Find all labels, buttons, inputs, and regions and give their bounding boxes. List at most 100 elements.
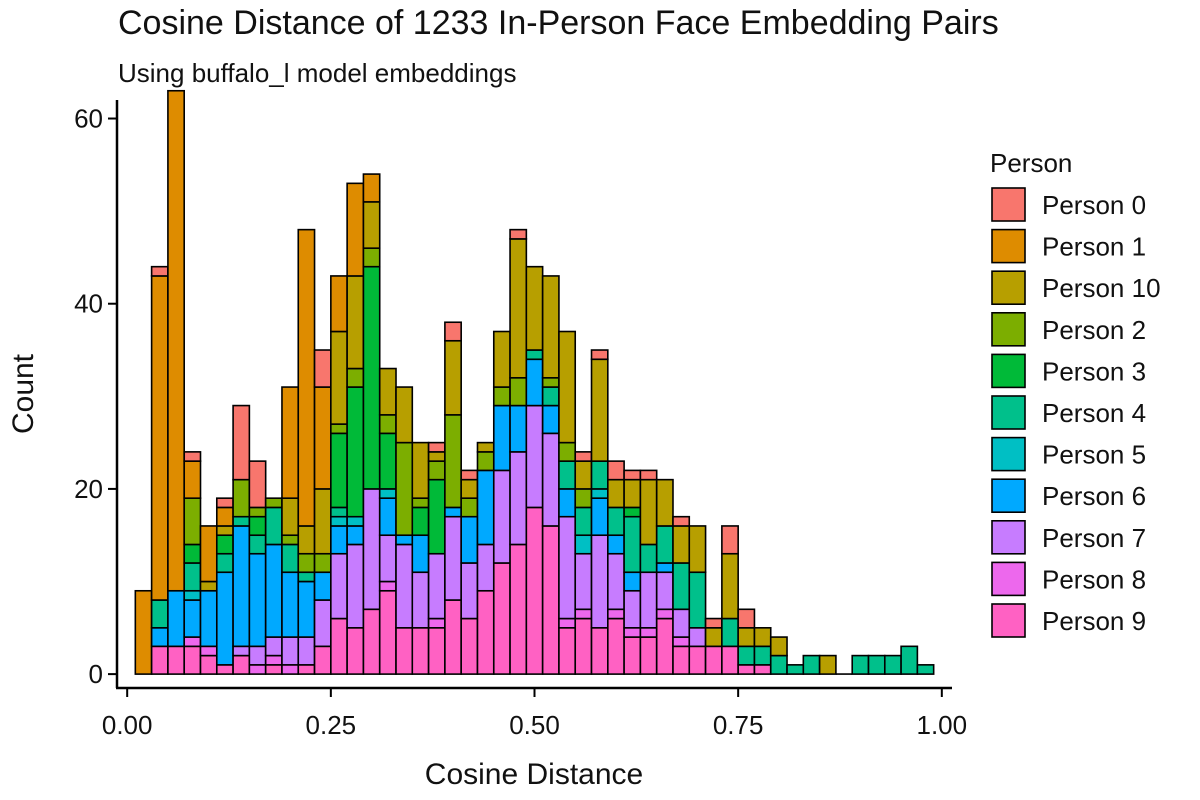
bar-segment: [607, 608, 625, 620]
bar-segment: [248, 460, 267, 509]
bar-segment: [574, 552, 593, 611]
bar-segment: [264, 497, 283, 509]
bar-segment: [330, 525, 348, 555]
bar-segment: [150, 265, 169, 277]
bar-segment: [362, 265, 381, 490]
bar-segment: [704, 617, 723, 629]
chart-title: Cosine Distance of 1233 In-Person Face E…: [118, 4, 999, 42]
y-axis-ticks: 0 20 40 60: [74, 104, 117, 689]
bar-segment: [297, 228, 316, 527]
bar-segment: [248, 534, 267, 555]
bar-segment: [330, 330, 348, 425]
x-tick-label: 0.75: [713, 710, 764, 740]
bar-segment: [264, 506, 283, 546]
bar-segment: [248, 664, 267, 675]
x-tick-label: 1.00: [917, 710, 968, 740]
bar-segment: [444, 339, 462, 416]
bar-segment: [607, 534, 625, 555]
legend-label: Person 10: [1042, 273, 1161, 303]
bar-segment: [183, 589, 202, 601]
bar-segment: [330, 617, 348, 675]
bar-segment: [590, 358, 609, 462]
bar-segment: [297, 664, 316, 675]
bar-segment: [264, 664, 283, 675]
bar-segment: [753, 664, 772, 675]
bar-segment: [688, 571, 707, 629]
bar-segment: [378, 580, 397, 592]
bar-segment: [444, 414, 462, 509]
bar-segment: [574, 617, 593, 675]
bar-segment: [411, 506, 430, 537]
bar-segment: [183, 451, 202, 462]
bar-segment: [134, 589, 153, 675]
bar-segment: [427, 460, 446, 481]
bar-segment: [248, 645, 267, 666]
bar-segment: [215, 534, 234, 555]
bar-segment: [232, 478, 251, 518]
bar-segment: [346, 367, 365, 388]
bar-segment: [558, 617, 577, 629]
legend-swatch: [991, 561, 1026, 597]
bar-segment: [411, 497, 430, 509]
bar-segment: [362, 488, 381, 611]
bar-segment: [492, 404, 511, 472]
bar-segment: [916, 664, 935, 675]
bar-segment: [346, 275, 365, 370]
bar-segment: [378, 367, 397, 416]
bar-segment: [395, 386, 414, 444]
bar-segment: [672, 525, 691, 564]
bar-segment: [330, 275, 348, 333]
legend-label: Person 0: [1042, 190, 1146, 220]
legend-label: Person 5: [1042, 440, 1146, 470]
bar-segment: [558, 330, 577, 444]
bar-segment: [574, 534, 593, 555]
bar-segment: [215, 571, 234, 666]
bar-segment: [525, 506, 544, 675]
bar-segment: [346, 515, 365, 527]
bar-segment: [590, 497, 609, 537]
bar-segment: [281, 386, 300, 499]
bar-segment: [558, 515, 577, 620]
bar-segment: [574, 451, 593, 462]
x-tick-label: 0.50: [509, 710, 560, 740]
bar-segment: [362, 201, 381, 249]
bar-segment: [215, 497, 234, 509]
bar-segment: [411, 627, 430, 675]
bar-segment: [541, 386, 560, 407]
bar-segment: [688, 525, 707, 574]
bar-segment: [558, 441, 577, 462]
bar-segment: [183, 543, 202, 564]
bar-segment: [639, 627, 658, 638]
legend-swatch: [991, 270, 1026, 306]
bar-segment: [427, 627, 446, 675]
bar-segment: [297, 552, 316, 574]
legend-swatch: [991, 436, 1026, 472]
bar-segment: [737, 645, 756, 666]
bar-segment: [427, 441, 446, 453]
bar-segment: [492, 562, 511, 675]
x-axis-ticks: 0.00 0.25 0.50 0.75 1.00: [102, 688, 967, 740]
bar-segment: [427, 451, 446, 462]
bar-segment: [346, 525, 365, 546]
bar-segment: [330, 515, 348, 527]
bar-segment: [574, 506, 593, 537]
bar-segment: [264, 543, 283, 638]
bar-segment: [313, 645, 332, 675]
bar-segment: [378, 534, 397, 583]
bar-segment: [590, 534, 609, 629]
bar-segment: [509, 238, 528, 379]
bar-segment: [313, 599, 332, 648]
bar-segment: [313, 571, 332, 601]
bar-segment: [492, 330, 511, 388]
bar-segment: [346, 386, 365, 518]
bar-segment: [281, 534, 300, 546]
bar-segment: [167, 645, 186, 675]
bar-segment: [248, 506, 267, 518]
bar-segment: [818, 654, 837, 675]
bar-segment: [639, 543, 658, 574]
bar-segment: [199, 525, 218, 583]
legend-label: Person 7: [1042, 523, 1146, 553]
bar-segment: [607, 478, 625, 509]
bar-segment: [672, 562, 691, 611]
bar-segment: [509, 376, 528, 407]
